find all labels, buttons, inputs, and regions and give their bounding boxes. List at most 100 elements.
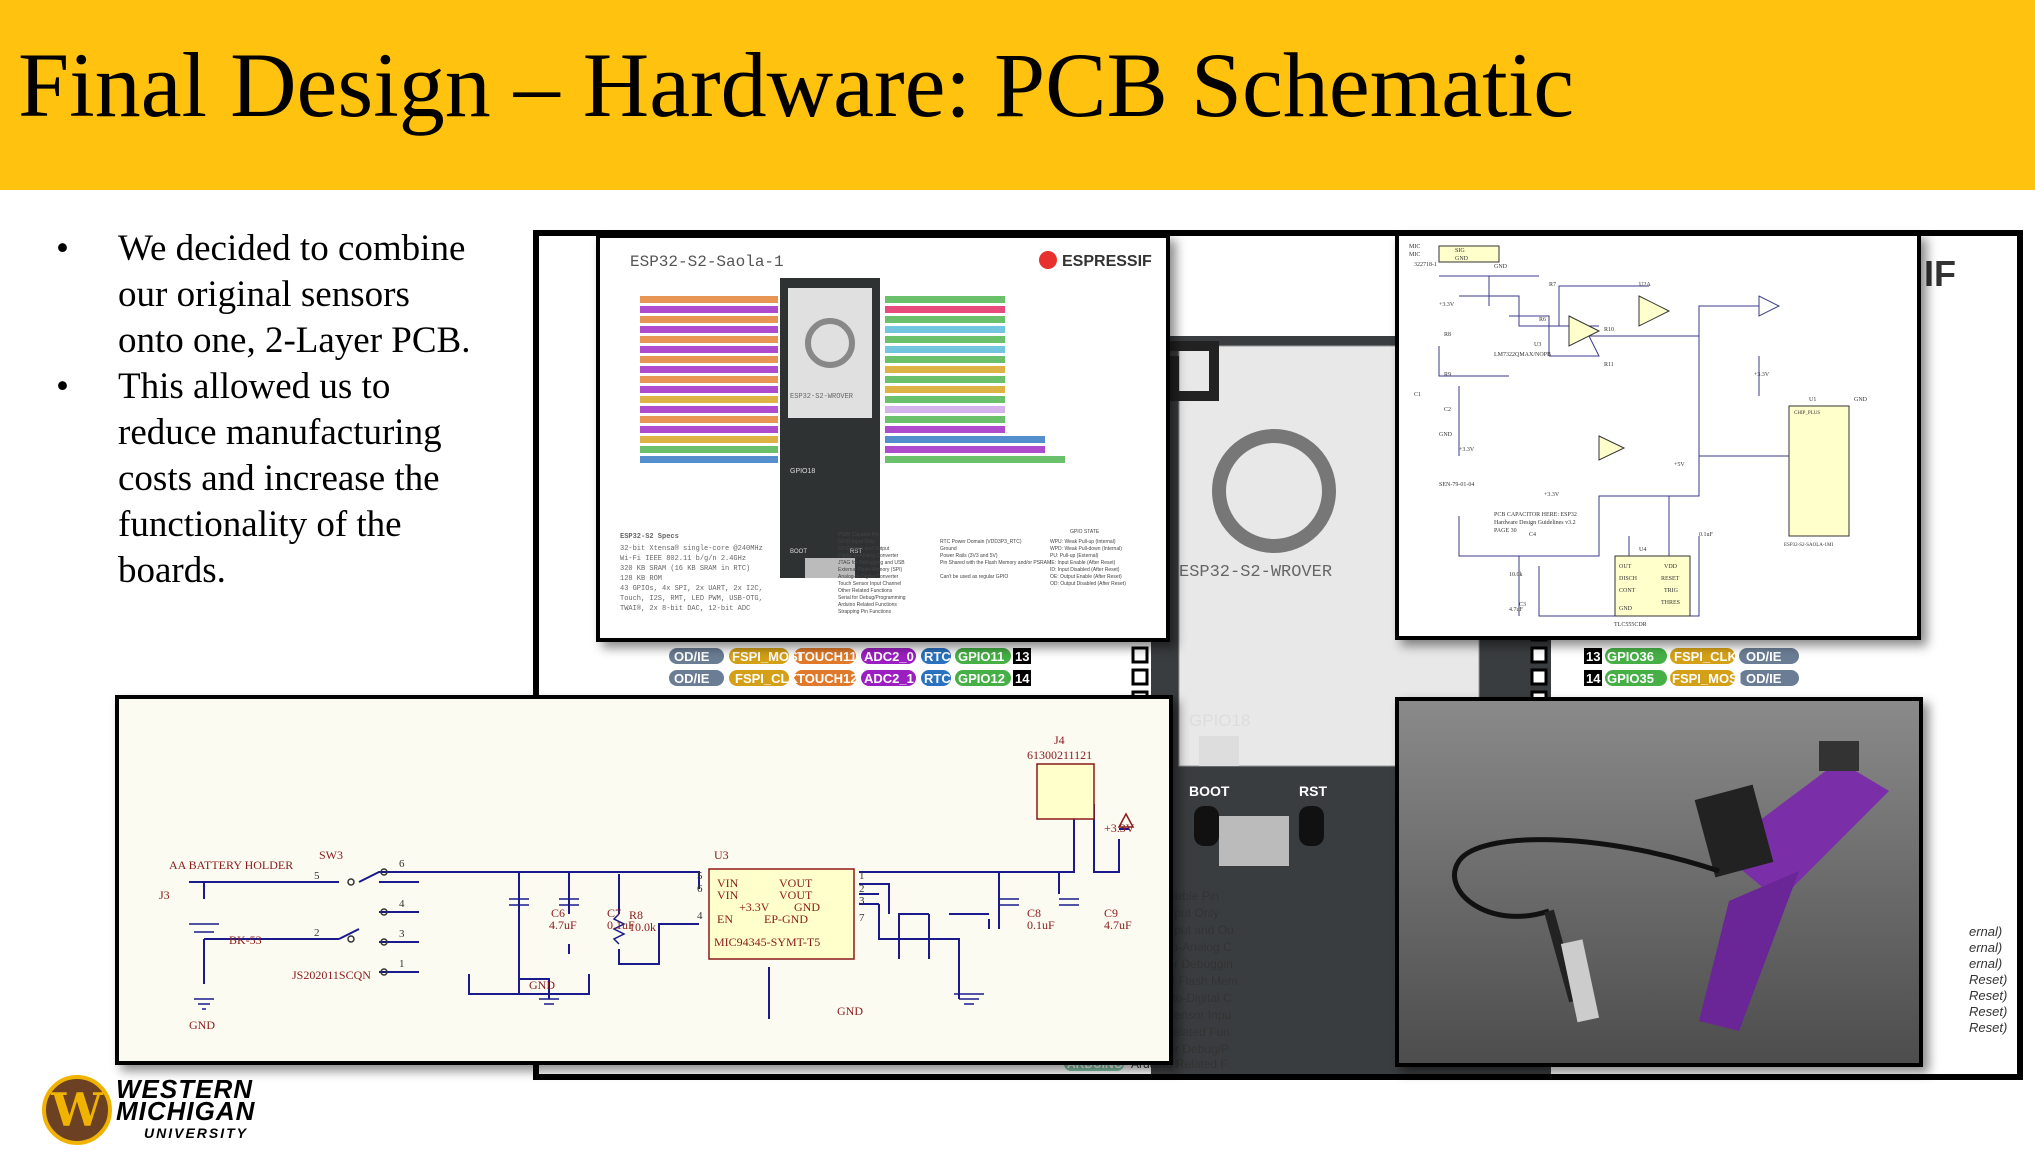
svg-text:4.7uF: 4.7uF bbox=[1509, 607, 1524, 613]
svg-text:ernal): ernal) bbox=[1969, 940, 2002, 955]
svg-text:R10: R10 bbox=[1604, 327, 1614, 333]
right-row-fspi: FSPI_CLK bbox=[1674, 649, 1737, 664]
svg-text:0.1uF: 0.1uF bbox=[1699, 532, 1714, 538]
left-row-touch: TOUCH11 bbox=[797, 649, 857, 664]
svg-text:4: 4 bbox=[399, 898, 405, 910]
svg-text:Power Rails (3V3 and 5V): Power Rails (3V3 and 5V) bbox=[940, 553, 998, 559]
svg-text:RST: RST bbox=[850, 549, 862, 555]
svg-text:VOUT: VOUT bbox=[779, 888, 813, 902]
schematic-symbols bbox=[189, 763, 1135, 1010]
svg-text:Serial for Debug/Programming: Serial for Debug/Programming bbox=[838, 595, 906, 601]
power-wires bbox=[189, 804, 1129, 1019]
pcb-board bbox=[1719, 761, 1889, 901]
svg-text:128 KB ROM: 128 KB ROM bbox=[620, 575, 662, 583]
svg-text:Can't be used as regular GPIO: Can't be used as regular GPIO bbox=[940, 574, 1008, 580]
right-row-gpio: GPIO36 bbox=[1607, 649, 1654, 664]
svg-text:43 GPIOs, 4x SPI, 2x UART, 2x: 43 GPIOs, 4x SPI, 2x UART, 2x I2C, bbox=[620, 585, 763, 593]
svg-text:Reset): Reset) bbox=[1969, 972, 2007, 987]
svg-text:10.0k: 10.0k bbox=[629, 920, 656, 934]
svg-text:GPIO18: GPIO18 bbox=[790, 468, 815, 475]
svg-text:320 KB SRAM (16 KB SRAM in RTC: 320 KB SRAM (16 KB SRAM in RTC) bbox=[620, 565, 750, 573]
saola-title: ESP32-S2-Saola-1 bbox=[630, 253, 784, 271]
j3-label: J3 bbox=[159, 888, 170, 902]
gnd-label: GND bbox=[837, 1004, 863, 1018]
svg-text:U2A: U2A bbox=[1639, 282, 1651, 288]
svg-text:GPIO Input Only: GPIO Input Only bbox=[838, 539, 875, 545]
svg-text:DISCH: DISCH bbox=[1619, 576, 1638, 582]
esp32-module bbox=[1694, 784, 1774, 878]
svg-text:PWM Capable Pin: PWM Capable Pin bbox=[838, 532, 879, 538]
espressif-logo-icon bbox=[1212, 429, 1336, 553]
right-pin-rows: 13 GPIO36 FSPI_CLK OD/IE 14 GPIO35 FSPI_… bbox=[1584, 648, 1799, 686]
svg-text:5: 5 bbox=[697, 870, 703, 882]
svg-text:PAGE 30: PAGE 30 bbox=[1494, 528, 1517, 534]
svg-text:Other Related Functions: Other Related Functions bbox=[838, 588, 893, 594]
svg-text:6: 6 bbox=[399, 858, 405, 870]
svg-text:Strapping Pin Functions: Strapping Pin Functions bbox=[838, 609, 892, 615]
svg-text:GND: GND bbox=[794, 900, 820, 914]
photo-graphic bbox=[1399, 701, 1919, 1063]
svg-text:SIG: SIG bbox=[1455, 248, 1465, 254]
svg-text:4.7uF: 4.7uF bbox=[1104, 918, 1132, 932]
svg-text:VOUT: VOUT bbox=[779, 876, 813, 890]
svg-text:C4: C4 bbox=[1529, 532, 1536, 538]
svg-text:GND: GND bbox=[1854, 397, 1868, 403]
svg-text:+3.3V: +3.3V bbox=[1754, 372, 1770, 378]
power-schematic: AA BATTERY HOLDER SW3 J3 BK-53 JS202011S… bbox=[115, 695, 1173, 1065]
svg-text:0.1uF: 0.1uF bbox=[607, 918, 635, 932]
svg-text:2: 2 bbox=[859, 883, 865, 895]
left-row-fspi: FSPI_CLK bbox=[735, 671, 798, 686]
left-pin-rows: OD/IE FSPI_MOSI TOUCH11 ADC2_0 RTC GPIO1… bbox=[669, 648, 1031, 686]
u3-label: U3 bbox=[714, 848, 729, 862]
sensor-module bbox=[1819, 741, 1859, 771]
svg-text:GPIO Input and Output: GPIO Input and Output bbox=[838, 546, 890, 552]
svg-text:Touch Sensor Input Channel: Touch Sensor Input Channel bbox=[838, 581, 901, 587]
u4-timer-symbol bbox=[1614, 555, 1691, 617]
svg-text:Reset): Reset) bbox=[1969, 1020, 2007, 1035]
svg-text:RESET: RESET bbox=[1661, 576, 1680, 582]
svg-text:LM7322QMAX/NOPB: LM7322QMAX/NOPB bbox=[1494, 352, 1551, 358]
saola-pinout-inset: ESP32-S2-Saola-1 ESPRESSIF ESP32-S2-WROV… bbox=[596, 234, 1170, 642]
svg-text:CHIP_PLUS: CHIP_PLUS bbox=[1794, 411, 1820, 416]
gnd-label: GND bbox=[189, 1018, 215, 1032]
svg-text:R9: R9 bbox=[1444, 372, 1451, 378]
svg-text:IE: Input Enable (After Reset): IE: Input Enable (After Reset) bbox=[1050, 560, 1116, 566]
svg-text:TLC555CDR: TLC555CDR bbox=[1614, 622, 1647, 628]
module-label: ESP32-S2-WROVER bbox=[1179, 563, 1332, 582]
svg-text:OUT: OUT bbox=[1619, 564, 1632, 570]
right-row-num: 14 bbox=[1586, 671, 1601, 686]
right-notes: ernal) ernal) ernal) Reset) Reset) Reset… bbox=[1969, 924, 2007, 1035]
svg-text:GND: GND bbox=[1494, 264, 1508, 270]
assembled-pcb-photo bbox=[1395, 697, 1923, 1067]
module-logo-icon bbox=[805, 318, 855, 368]
right-row-fspi: FSPI_MOSI bbox=[1672, 671, 1741, 686]
pin-numbers: 5 6 4 3 2 1 5 6 4 1 2 3 7 bbox=[314, 858, 865, 970]
title-bar: Final Design – Hardware: PCB Schematic bbox=[0, 0, 2035, 190]
svg-text:VDD: VDD bbox=[1664, 564, 1678, 570]
brand-fragment: IF bbox=[1924, 253, 1956, 294]
svg-text:4.7uF: 4.7uF bbox=[549, 918, 577, 932]
svg-text:ernal): ernal) bbox=[1969, 956, 2002, 971]
saola-inset-graphic: ESP32-S2-Saola-1 ESPRESSIF ESP32-S2-WROV… bbox=[600, 238, 1166, 638]
left-row-adc: ADC2_0 bbox=[864, 649, 914, 664]
left-row-gpio: GPIO12 bbox=[958, 671, 1005, 686]
svg-text:Reset): Reset) bbox=[1969, 988, 2007, 1003]
left-row-rtc: RTC bbox=[924, 671, 951, 686]
svg-text:ESP32-S2-SAOLA-1MI: ESP32-S2-SAOLA-1MI bbox=[1784, 543, 1834, 548]
bk53-label: BK-53 bbox=[229, 933, 262, 947]
svg-text:JTAG for Debugging and USB: JTAG for Debugging and USB bbox=[838, 560, 905, 566]
gnd-label: GND bbox=[529, 978, 555, 992]
slide-title: Final Design – Hardware: PCB Schematic bbox=[18, 34, 1575, 136]
saola-brand: ESPRESSIF bbox=[1062, 253, 1152, 270]
svg-text:ID: Input Disabled (After Rese: ID: Input Disabled (After Reset) bbox=[1050, 567, 1120, 573]
power-schematic-graphic: AA BATTERY HOLDER SW3 J3 BK-53 JS202011S… bbox=[119, 699, 1169, 1061]
left-row-touch: TOUCH12 bbox=[797, 671, 857, 686]
svg-text:EN: EN bbox=[717, 912, 733, 926]
sensor-schematic-labels: MIC MIC SIG GND 322718-1 GND R7 R6 R8 R9… bbox=[1409, 244, 1868, 628]
svg-text:32-bit Xtensa® single-core @24: 32-bit Xtensa® single-core @240MHz bbox=[620, 544, 763, 553]
svg-text:TWAI®, 2x 8-bit DAC, 12-bit AD: TWAI®, 2x 8-bit DAC, 12-bit ADC bbox=[620, 604, 750, 613]
svg-text:VIN: VIN bbox=[717, 876, 739, 890]
battery-holder-label: AA BATTERY HOLDER bbox=[169, 858, 293, 872]
svg-text:MIC: MIC bbox=[1409, 244, 1420, 250]
svg-text:External Flash Memory (SPI): External Flash Memory (SPI) bbox=[838, 567, 903, 573]
